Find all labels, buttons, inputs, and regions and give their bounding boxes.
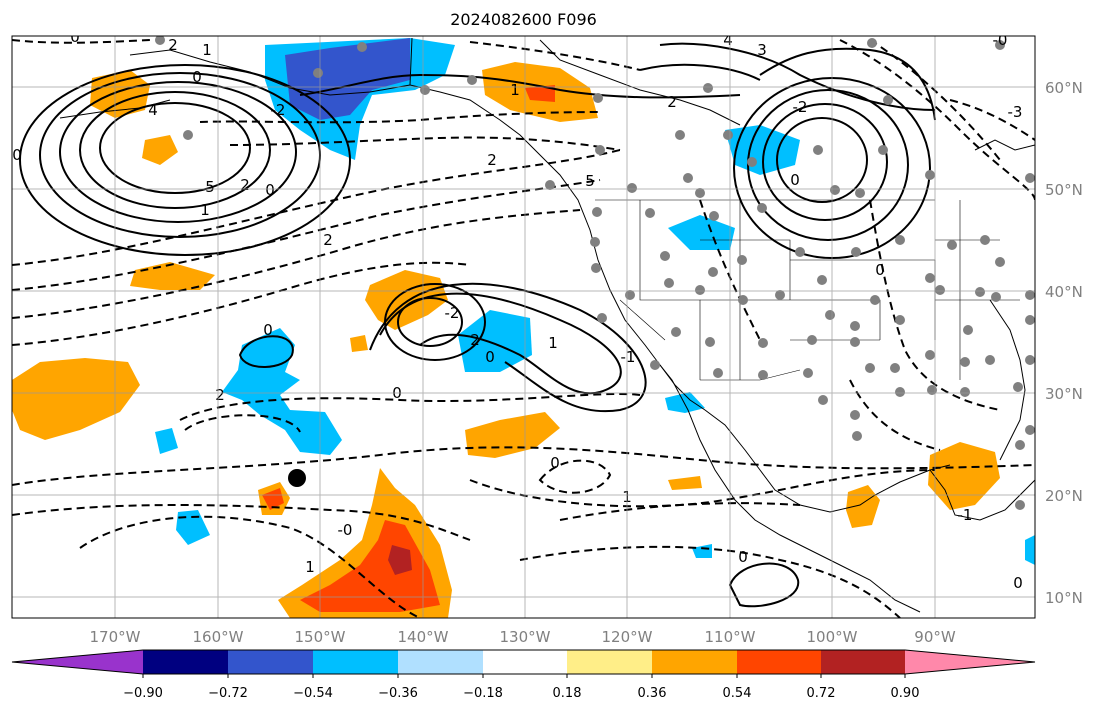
colorbar-tick-label: −0.72 xyxy=(208,686,248,701)
dashed-contours xyxy=(12,39,1035,618)
latitude-label: 60°N xyxy=(1045,79,1083,97)
colorbar-segment xyxy=(483,650,567,674)
colorbar-tick-label: 0.90 xyxy=(891,686,920,701)
latitude-label: 30°N xyxy=(1045,385,1083,403)
contour-label: 3 xyxy=(757,41,767,59)
contour-label: 1 xyxy=(510,81,520,99)
longitude-label: 150°W xyxy=(295,628,346,646)
latitude-labels: 60°N 50°N 40°N 30°N 20°N 10°N xyxy=(1045,79,1083,607)
contour-label: 1 xyxy=(305,558,315,576)
latitude-label: 20°N xyxy=(1045,487,1083,505)
colorbar-tick-label: 0.72 xyxy=(807,686,836,701)
longitude-label: 110°W xyxy=(705,628,756,646)
longitude-label: 140°W xyxy=(398,628,449,646)
colorbar: −0.90 −0.72 −0.54 −0.36 −0.18 0.18 0.36 0.54 0.7… xyxy=(11,649,1036,701)
state-borders xyxy=(595,199,1020,381)
contour-label: 0 xyxy=(70,28,80,46)
colorbar-segment xyxy=(143,650,228,674)
colorbar-segment xyxy=(313,650,398,674)
contour-label: 2 xyxy=(215,386,225,404)
contour-label: 0 xyxy=(263,321,273,339)
contour-label: -2 xyxy=(793,98,808,116)
colorbar-tick-label: −0.54 xyxy=(293,686,333,701)
colorbar-segment xyxy=(567,650,652,674)
longitude-label: 170°W xyxy=(90,628,141,646)
contour-label: 0 xyxy=(265,181,275,199)
contour-label: 0 xyxy=(485,348,495,366)
longitude-label: 160°W xyxy=(193,628,244,646)
contour-label: 0 xyxy=(790,171,800,189)
contour-label: 0 xyxy=(1013,574,1023,592)
colorbar-segment xyxy=(737,650,821,674)
contour-label: -2 xyxy=(271,101,286,119)
contour-label: 5 xyxy=(585,172,595,190)
latitude-label: 10°N xyxy=(1045,589,1083,607)
contour-label: -1 xyxy=(958,506,973,524)
contour-label: -0 xyxy=(993,31,1008,49)
longitude-label: 120°W xyxy=(602,628,653,646)
map-border xyxy=(11,35,1036,619)
latitude-label: 40°N xyxy=(1045,283,1083,301)
negative-anomaly-regions xyxy=(155,38,1035,565)
contour-label: -2 xyxy=(445,304,460,322)
colorbar-segment xyxy=(228,650,313,674)
contour-label: 2 xyxy=(667,93,677,111)
contour-label: 0 xyxy=(875,261,885,279)
longitude-label: 130°W xyxy=(500,628,551,646)
observation-stations xyxy=(155,36,1035,510)
longitude-label: 90°W xyxy=(914,628,956,646)
colorbar-tick-label: −0.18 xyxy=(463,686,503,701)
colorbar-tick-label: 0.18 xyxy=(553,686,582,701)
longitude-label: 100°W xyxy=(807,628,858,646)
contour-label: -0 xyxy=(338,521,353,539)
colorbar-extend-min xyxy=(12,650,143,674)
contour-label: 2 xyxy=(240,176,250,194)
gridlines xyxy=(12,36,1035,618)
contour-label: 4 xyxy=(723,31,733,49)
colorbar-segment xyxy=(652,650,737,674)
colorbar-tick-label: 0.54 xyxy=(723,686,752,701)
contour-label: 0 xyxy=(12,146,22,164)
contour-label: 2 xyxy=(470,331,480,349)
colorbar-extend-max xyxy=(905,650,1035,674)
contour-label: 2 xyxy=(168,36,178,54)
longitude-labels: 170°W 160°W 150°W 140°W 130°W 120°W 110°W 100°W… xyxy=(90,628,956,646)
contour-label: 2 xyxy=(323,231,333,249)
contour-label: 1 xyxy=(548,334,558,352)
solid-contours xyxy=(19,42,936,608)
colorbar-tick-label: 0.36 xyxy=(638,686,667,701)
contour-label: 0 xyxy=(192,68,202,86)
contour-label: 1 xyxy=(202,41,212,59)
colorbar-segment xyxy=(398,650,483,674)
contour-label: 5 xyxy=(205,178,215,196)
contour-label: -1 xyxy=(621,348,636,366)
contour-label: 1 xyxy=(200,201,210,219)
latitude-label: 50°N xyxy=(1045,181,1083,199)
colorbar-tick-label: −0.36 xyxy=(378,686,418,701)
contour-label: 2 xyxy=(487,151,497,169)
contour-label: 4 xyxy=(148,101,158,119)
contour-label: 0 xyxy=(738,548,748,566)
map-title: 2024082600 F096 xyxy=(450,10,597,29)
contour-label: 0 xyxy=(550,454,560,472)
colorbar-tick-label: −0.90 xyxy=(123,686,163,701)
colorbar-segment xyxy=(821,650,905,674)
contour-label: -3 xyxy=(1008,103,1023,121)
marker-dot xyxy=(288,469,306,487)
